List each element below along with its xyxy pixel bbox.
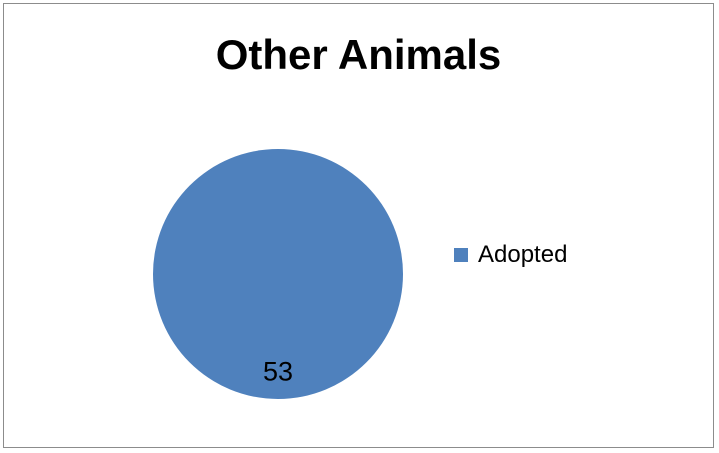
pie-slice-adopted	[153, 149, 403, 399]
pie-plot: 53	[153, 149, 403, 399]
pie-slices	[153, 149, 403, 399]
data-label-adopted: 53	[263, 357, 293, 387]
legend-label-adopted: Adopted	[478, 241, 568, 268]
chart-title: Other Animals	[215, 31, 502, 78]
chart-area: Other Animals 53 Adopted	[3, 3, 714, 448]
legend: Adopted	[454, 241, 567, 269]
legend-swatch-adopted	[454, 248, 468, 262]
pie-data-labels: 53	[263, 357, 293, 387]
